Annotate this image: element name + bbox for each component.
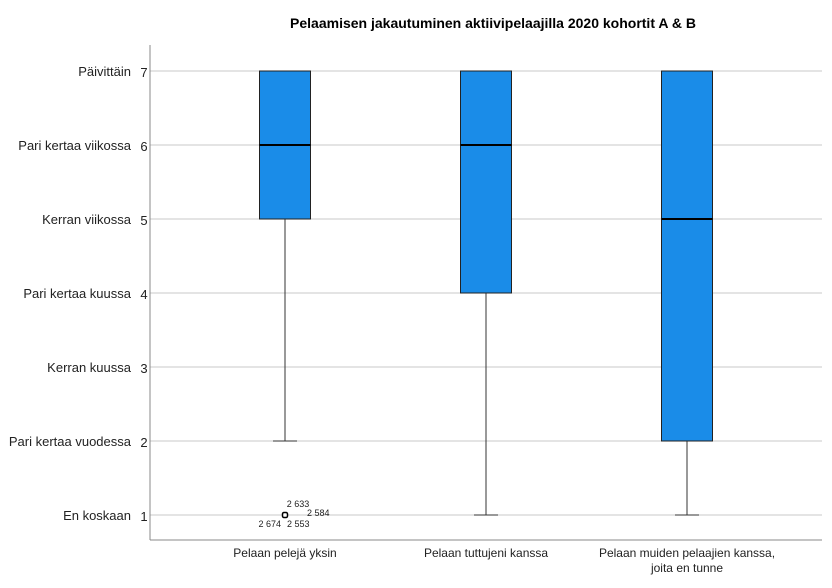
box xyxy=(460,70,512,294)
y-tick-value: 7 xyxy=(140,65,147,80)
box xyxy=(661,70,713,442)
y-tick-label: En koskaan xyxy=(63,508,131,523)
x-category-label: Pelaan pelejä yksin xyxy=(233,546,336,560)
outlier-label: 2 633 xyxy=(287,499,310,509)
y-tick-label: Päivittäin xyxy=(78,64,131,79)
y-tick-label: Pari kertaa kuussa xyxy=(23,286,131,301)
x-category-label: Pelaan tuttujeni kanssa xyxy=(424,546,548,560)
outlier-label: 2 584 xyxy=(307,508,330,518)
y-tick-label: Pari kertaa viikossa xyxy=(18,138,131,153)
x-category-label-line2: joita en tunne xyxy=(650,561,723,575)
y-tick-value: 4 xyxy=(140,287,147,302)
outlier-label: 2 553 xyxy=(287,519,310,529)
y-tick-label: Kerran kuussa xyxy=(47,360,132,375)
y-tick-label: Pari kertaa vuodessa xyxy=(9,434,132,449)
x-category-label: Pelaan muiden pelaajien kanssa, xyxy=(599,546,775,560)
y-tick-value: 1 xyxy=(140,509,147,524)
y-tick-value: 2 xyxy=(140,435,147,450)
outlier-label: 2 674 xyxy=(258,519,281,529)
y-tick-value: 6 xyxy=(140,139,147,154)
y-tick-label: Kerran viikossa xyxy=(42,212,132,227)
y-tick-value: 5 xyxy=(140,213,147,228)
outlier-point xyxy=(281,511,289,519)
y-tick-value: 3 xyxy=(140,361,147,376)
chart-title: Pelaamisen jakautuminen aktiivipelaajill… xyxy=(290,15,696,31)
